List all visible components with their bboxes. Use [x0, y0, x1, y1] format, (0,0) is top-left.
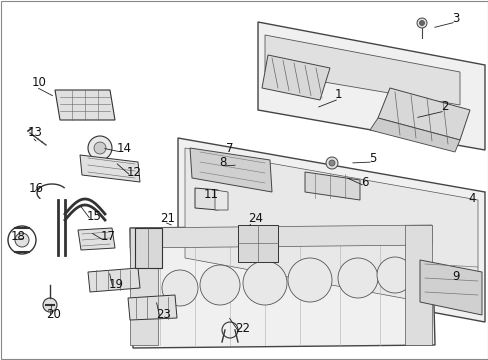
- Polygon shape: [184, 148, 477, 312]
- Text: 20: 20: [46, 307, 61, 320]
- Text: 11: 11: [203, 188, 219, 201]
- Text: 15: 15: [87, 210, 102, 222]
- Text: 23: 23: [156, 307, 170, 320]
- Text: 12: 12: [127, 166, 142, 179]
- Text: 17: 17: [101, 230, 116, 243]
- Circle shape: [94, 142, 106, 154]
- Circle shape: [376, 257, 412, 293]
- Polygon shape: [238, 225, 278, 262]
- Circle shape: [337, 258, 377, 298]
- Text: 22: 22: [235, 321, 249, 334]
- Polygon shape: [135, 228, 162, 268]
- Polygon shape: [264, 35, 459, 105]
- Text: 7: 7: [225, 141, 233, 154]
- Polygon shape: [195, 188, 218, 210]
- Circle shape: [328, 160, 334, 166]
- Text: 19: 19: [109, 278, 124, 291]
- Polygon shape: [258, 22, 484, 150]
- Polygon shape: [55, 90, 115, 120]
- Circle shape: [416, 18, 426, 28]
- Text: 14: 14: [117, 141, 132, 154]
- Circle shape: [200, 265, 240, 305]
- Polygon shape: [130, 225, 431, 248]
- Text: 6: 6: [360, 175, 368, 189]
- Polygon shape: [88, 268, 140, 292]
- Polygon shape: [305, 172, 359, 200]
- Polygon shape: [130, 228, 158, 345]
- Polygon shape: [369, 118, 459, 152]
- Text: 1: 1: [334, 89, 342, 102]
- Text: 16: 16: [29, 181, 44, 194]
- Polygon shape: [404, 225, 431, 345]
- Text: 21: 21: [160, 211, 175, 225]
- Text: 3: 3: [451, 12, 458, 24]
- Text: 24: 24: [247, 211, 263, 225]
- Circle shape: [419, 21, 424, 26]
- Text: 2: 2: [440, 100, 447, 113]
- Text: 4: 4: [467, 192, 474, 204]
- Polygon shape: [80, 155, 140, 182]
- Circle shape: [88, 136, 112, 160]
- Text: 5: 5: [368, 152, 376, 165]
- Text: 13: 13: [28, 126, 43, 139]
- Polygon shape: [262, 55, 329, 100]
- Polygon shape: [377, 88, 469, 140]
- Circle shape: [15, 233, 29, 247]
- Polygon shape: [178, 138, 484, 322]
- Circle shape: [287, 258, 331, 302]
- Polygon shape: [128, 295, 177, 320]
- Text: 18: 18: [11, 230, 26, 243]
- Polygon shape: [78, 228, 115, 250]
- Text: 9: 9: [451, 270, 459, 283]
- Polygon shape: [130, 225, 434, 348]
- Polygon shape: [419, 260, 481, 315]
- Text: 8: 8: [219, 156, 226, 168]
- Polygon shape: [190, 148, 271, 192]
- Circle shape: [43, 298, 57, 312]
- Circle shape: [162, 270, 198, 306]
- Circle shape: [243, 261, 286, 305]
- Circle shape: [325, 157, 337, 169]
- Text: 10: 10: [32, 77, 47, 90]
- Polygon shape: [215, 190, 227, 210]
